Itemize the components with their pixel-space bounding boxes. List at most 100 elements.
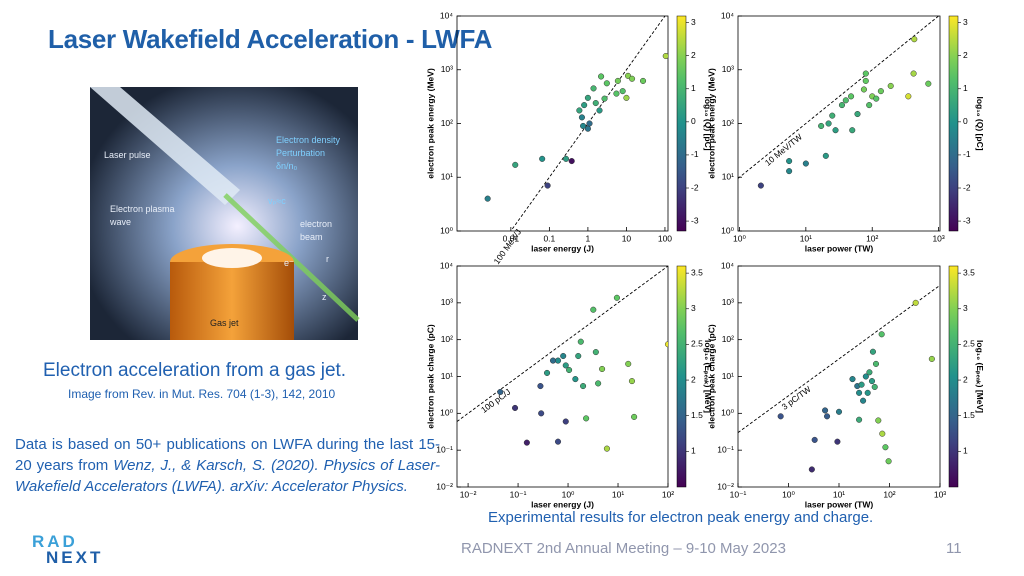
data-point (928, 355, 935, 362)
data-point (822, 152, 829, 159)
data-point (554, 357, 562, 364)
colorbar-tick-label: 0 (963, 116, 968, 126)
colorbar-tick-label: 1 (691, 83, 696, 93)
data-point (583, 415, 590, 422)
reference-line (738, 284, 940, 433)
data-point (603, 445, 610, 452)
data-point (538, 410, 545, 417)
data-point (590, 306, 597, 313)
y-tick-label: 10³ (441, 64, 453, 74)
data-point (586, 120, 593, 127)
data-point (868, 378, 876, 385)
y-tick-label: 10⁻¹ (436, 444, 453, 454)
data-point (849, 376, 856, 383)
y-tick-label: 10⁻² (717, 481, 734, 491)
x-tick-label: 10⁻¹ (510, 489, 527, 499)
data-point (786, 168, 793, 175)
data-point (872, 360, 880, 367)
data-point (854, 110, 861, 118)
data-point (829, 112, 836, 119)
data-point (562, 362, 569, 369)
y-tick-label: 10⁻¹ (717, 444, 734, 454)
y-tick-label: 10¹ (722, 371, 734, 381)
x-axis-label: laser power (TW) (805, 243, 874, 253)
x-tick-label: 10² (866, 233, 878, 243)
data-point (584, 94, 591, 101)
data-point (862, 77, 869, 84)
reference-label: 10 MeV/TW (763, 132, 804, 168)
data-point (568, 158, 575, 165)
logo-bottom: NEXT (46, 548, 104, 567)
photo-label: beam (300, 232, 323, 242)
y-tick-label: 10² (441, 334, 453, 344)
colorbar (948, 15, 959, 232)
y-tick-label: 10⁰ (440, 408, 453, 418)
y-tick-label: 10⁴ (721, 10, 734, 20)
colorbar-tick-label: 3 (691, 17, 696, 27)
data-point (808, 466, 815, 473)
data-point (860, 86, 867, 93)
data-point (598, 73, 605, 80)
x-tick-label: 10² (883, 489, 895, 499)
data-point (862, 70, 869, 77)
photo-label: Gas jet (210, 318, 239, 328)
reference-line (510, 16, 666, 231)
y-tick-label: 10¹ (441, 371, 453, 381)
photo-label: e⁻ (284, 258, 294, 268)
y-tick-label: 10³ (722, 64, 734, 74)
data-point (905, 93, 912, 100)
data-point (887, 82, 894, 89)
data-point (856, 389, 863, 396)
data-point (664, 341, 668, 348)
body-plain: Data is based on 50+ publications on LWF… (15, 436, 440, 474)
footer-meeting: RADNEXT 2nd Annual Meeting – 9-10 May 20… (461, 540, 786, 557)
data-point (592, 100, 599, 107)
jet-body (170, 262, 294, 340)
colorbar-tick-label: 1 (963, 446, 968, 456)
photo-label: wave (109, 217, 131, 227)
data-point (832, 127, 839, 134)
y-axis-label: electron peak energy (MeV) (706, 68, 716, 179)
data-point (613, 294, 620, 301)
data-point (878, 331, 885, 338)
data-point (623, 94, 630, 101)
colorbar (948, 265, 959, 488)
data-point (822, 407, 829, 414)
data-point (576, 107, 583, 114)
y-axis-label: electron peak charge (pC) (425, 324, 435, 429)
reference-line (457, 266, 668, 422)
colorbar-tick-label: 2 (963, 50, 968, 60)
colorbar-tick-label: -1 (963, 149, 971, 159)
colorbar-label: log₁₀ (Q) [pC] (703, 96, 713, 150)
data-point (802, 160, 809, 167)
data-point (860, 397, 867, 404)
plot-frame (737, 15, 941, 232)
photo-label: Electron density (276, 135, 341, 145)
data-point (835, 408, 843, 415)
plot-frame (737, 265, 941, 488)
data-point (619, 88, 626, 95)
reference-label: 100 pC/J (479, 387, 512, 415)
data-point (639, 77, 647, 84)
y-axis-label: electron peak charge (pC) (706, 324, 716, 429)
x-tick-label: 10⁰ (733, 233, 746, 243)
data-point (849, 127, 856, 134)
x-tick-label: 10³ (934, 489, 946, 499)
y-tick-label: 10⁻² (436, 481, 453, 491)
colorbar-tick-label: 2 (963, 374, 968, 384)
colorbar-label: log₁₀ (Eₚₑₐₖ) [MeV] (975, 340, 985, 413)
y-tick-label: 10¹ (441, 172, 453, 182)
data-point (603, 80, 610, 87)
slide-title: Laser Wakefield Acceleration - LWFA (48, 24, 493, 54)
x-axis-label: laser energy (J) (531, 499, 594, 509)
data-point (885, 458, 892, 465)
y-tick-label: 10⁴ (721, 260, 734, 270)
data-point (549, 357, 557, 364)
body-text: Data is based on 50+ publications on LWF… (15, 434, 440, 497)
x-axis-label: laser power (TW) (805, 499, 874, 509)
photo-label: Perturbation (276, 148, 325, 158)
colorbar-tick-label: 1.5 (691, 410, 703, 420)
data-point (575, 352, 582, 360)
data-point (629, 75, 636, 82)
colorbar-tick-label: 3 (963, 17, 968, 27)
